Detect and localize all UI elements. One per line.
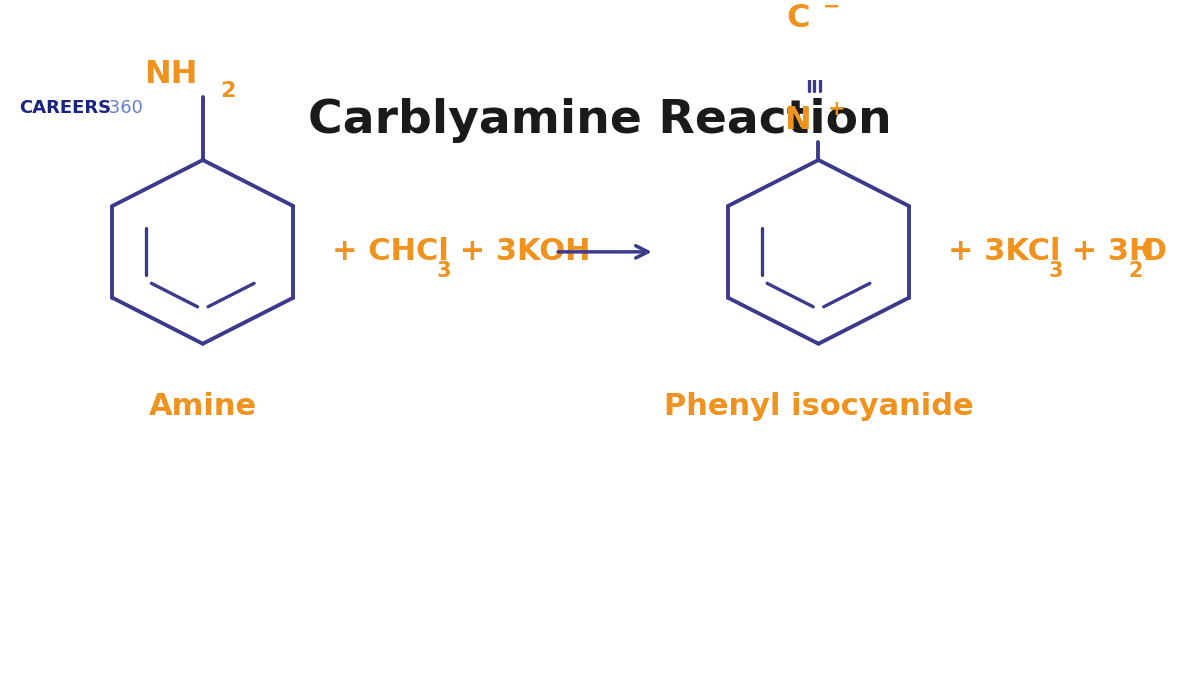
Text: Carblyamine Reaction: Carblyamine Reaction [308, 98, 892, 143]
Text: O: O [1140, 237, 1166, 266]
Text: N: N [784, 105, 810, 137]
Text: 3: 3 [436, 261, 451, 281]
Text: 2: 2 [221, 81, 236, 101]
Text: 3: 3 [1049, 261, 1063, 281]
Text: + CHCl: + CHCl [332, 237, 449, 266]
Text: C: C [786, 3, 810, 34]
Text: CAREERS: CAREERS [19, 99, 112, 117]
Text: 2: 2 [1128, 261, 1142, 281]
Text: + 3H: + 3H [1061, 237, 1154, 266]
Text: Phenyl isocyanide: Phenyl isocyanide [664, 392, 973, 421]
Text: + 3KOH: + 3KOH [449, 237, 590, 266]
Text: 360: 360 [103, 99, 143, 117]
Text: + 3KCl: + 3KCl [948, 237, 1060, 266]
Text: Amine: Amine [149, 392, 257, 421]
Text: +: + [828, 99, 845, 119]
Text: NH: NH [144, 59, 198, 90]
Text: −: − [822, 0, 840, 16]
